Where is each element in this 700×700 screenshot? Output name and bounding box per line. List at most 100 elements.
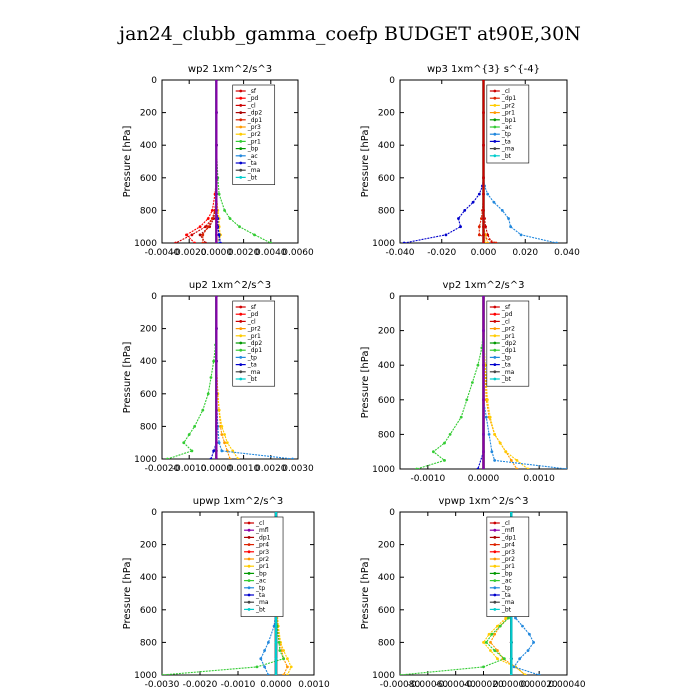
legend-marker — [493, 557, 497, 561]
series-point — [206, 217, 210, 220]
series-point — [509, 458, 513, 462]
legend-marker — [493, 89, 497, 93]
series-point — [185, 233, 188, 237]
series-point — [484, 641, 488, 644]
legend-marker — [493, 147, 497, 151]
series-point — [487, 433, 491, 436]
series-point — [515, 467, 519, 469]
y-tick-label: 0 — [151, 292, 157, 302]
legend-label: _cl — [501, 318, 510, 325]
legend-label: _tp — [247, 354, 257, 361]
legend-marker — [239, 154, 243, 158]
series-point — [482, 296, 485, 298]
legend-label: _pd — [501, 311, 513, 318]
series-point — [201, 241, 205, 243]
legend-label: _pr4 — [501, 542, 515, 549]
legend-label: _bt — [255, 606, 266, 613]
legend-marker — [493, 140, 497, 143]
legend-label: _mfl — [255, 527, 269, 534]
legend-label: _sf — [247, 304, 257, 311]
series-point — [482, 398, 485, 402]
series-point — [274, 657, 278, 661]
series-point — [498, 624, 502, 628]
y-axis-label: Pressure [hPa] — [122, 126, 133, 198]
panel-title: wp3 1xm^{3} s^{-4} — [427, 64, 540, 75]
x-tick-label: -0.040 — [385, 248, 414, 258]
series-point — [493, 433, 497, 436]
legend-marker — [493, 543, 497, 546]
y-tick-label: 0 — [389, 76, 395, 86]
series-point — [206, 392, 210, 396]
legend: _cl_mfl_dp1_pr4_pr3_pr2_pr1_bp_ac_tp_ta_… — [240, 516, 284, 617]
series-point — [215, 441, 218, 445]
y-tick-label: 600 — [378, 396, 395, 406]
y-tick-label: 200 — [378, 109, 395, 119]
series-point — [523, 673, 527, 675]
legend-label: _dp2 — [501, 340, 517, 347]
series-point — [201, 408, 205, 412]
series-line-tp — [482, 80, 557, 243]
legend-marker — [493, 312, 497, 316]
legend-label: _tp — [501, 131, 511, 138]
series-point — [482, 143, 485, 147]
series-point — [215, 111, 218, 114]
series-point — [504, 450, 508, 454]
series-point — [482, 176, 485, 180]
legend-marker — [493, 104, 497, 107]
legend-marker — [493, 550, 497, 554]
series-point — [282, 649, 285, 652]
series-point — [496, 649, 499, 652]
y-tick-label: 800 — [140, 422, 157, 432]
series-point — [509, 673, 513, 675]
x-tick-label: -0.0010 — [172, 464, 207, 474]
series-point — [482, 241, 485, 243]
y-tick-label: 1000 — [134, 455, 157, 465]
legend-marker — [247, 543, 251, 546]
x-tick-label: 0.0030 — [282, 464, 314, 474]
plot-frame — [161, 79, 299, 244]
legend-marker — [239, 111, 243, 114]
series-point — [498, 441, 502, 445]
series-point — [215, 296, 218, 298]
y-axis-label: Pressure [hPa] — [360, 558, 371, 630]
panel-0: wp2 1xm^2/s^3 0 200 400 600 800 1000-0.0040-0.… — [122, 64, 314, 258]
series-point — [521, 624, 524, 628]
series-point — [482, 225, 485, 229]
legend-marker — [493, 111, 497, 114]
legend-marker — [247, 572, 251, 575]
series-point — [215, 425, 218, 428]
series-point — [484, 233, 487, 237]
series-point — [471, 200, 475, 204]
series-point — [519, 233, 523, 237]
legend-marker — [239, 96, 243, 100]
legend-marker — [493, 327, 497, 330]
series-point — [402, 241, 406, 243]
series-point — [263, 649, 266, 652]
legend-marker — [493, 118, 497, 122]
x-tick-label: -0.0010 — [221, 680, 256, 690]
legend: _sf_pd_cl_pr2_pr1_dp2_dp1_tp_ta_ma_bt — [486, 300, 530, 387]
legend-label: _pd — [247, 95, 259, 102]
legend-label: _ac — [501, 578, 512, 585]
legend-label: _ta — [247, 362, 257, 369]
series-point — [492, 200, 496, 204]
series-line-cl — [175, 80, 217, 243]
series-point — [476, 467, 480, 469]
series-point — [493, 632, 497, 636]
legend-label: _pr2 — [247, 131, 261, 138]
series-point — [400, 673, 402, 675]
series-point — [190, 449, 194, 453]
series-point — [278, 649, 282, 652]
y-tick-label: 0 — [151, 508, 157, 518]
y-tick-label: 0 — [151, 76, 157, 86]
series-point — [220, 425, 224, 428]
series-point — [228, 217, 232, 220]
legend-marker — [239, 147, 243, 151]
series-point — [500, 209, 504, 212]
legend-marker — [247, 600, 251, 604]
series-point — [215, 241, 218, 243]
y-tick-label: 200 — [378, 541, 395, 551]
series-point — [209, 457, 213, 459]
series-point — [459, 225, 462, 229]
y-tick-label: 800 — [378, 430, 395, 440]
